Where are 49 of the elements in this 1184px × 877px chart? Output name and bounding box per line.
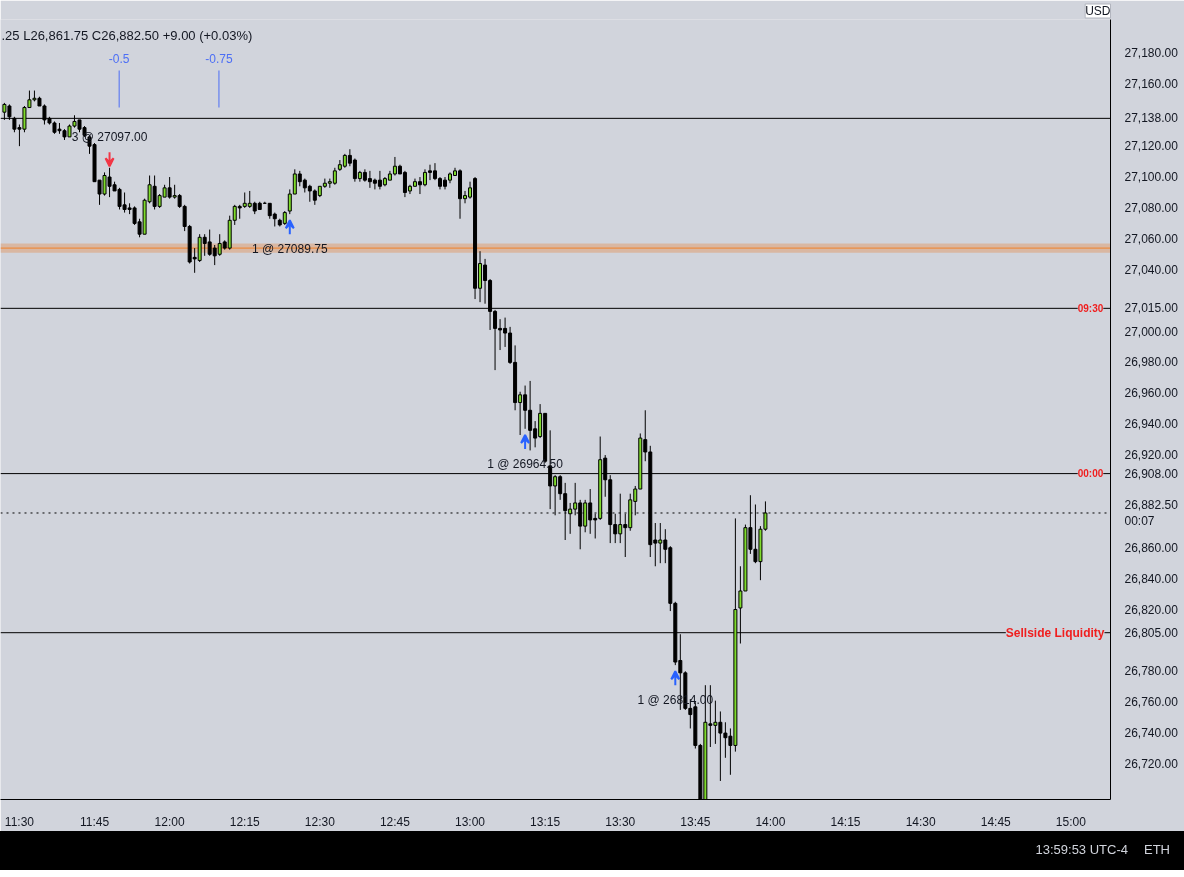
y-tick-label: 26,882.50 00:07 (1124, 497, 1179, 529)
x-tick-label: 12:15 (229, 814, 261, 829)
x-tick-label: 14:30 (905, 814, 936, 829)
ref-line-label: Sellside Liquidity (1005, 625, 1105, 640)
x-tick-label: 12:30 (304, 814, 336, 829)
y-tick-label: 26,805.00 (1124, 625, 1179, 640)
y-tick-label: 26,820.00 (1124, 602, 1179, 617)
x-tick-label: 13:15 (530, 814, 561, 829)
y-tick-label: 27,040.00 (1124, 262, 1179, 277)
x-tick-label: 13:00 (455, 814, 486, 829)
text: ETH (1144, 842, 1170, 858)
x-tick-label: 14:00 (755, 814, 786, 829)
y-tick-label: 26,760.00 (1124, 695, 1179, 710)
annotation: 00:00 (1077, 468, 1104, 480)
annotation: -0.75 (205, 52, 233, 66)
y-axis-title: USD (1085, 4, 1111, 18)
text: .25 L26,861.75 C26,882.50 +9.00 (+0.03%) (1, 27, 253, 43)
x-tick-label: 12:00 (154, 814, 185, 829)
y-tick-label: 26,980.00 (1124, 355, 1179, 370)
annotation: 1 @ 27089.75 (252, 242, 328, 257)
y-tick-label: 27,060.00 (1124, 231, 1179, 246)
y-tick-label: 27,000.00 (1124, 324, 1179, 339)
annotation: -0.5 (108, 52, 130, 66)
y-tick-label: 27,180.00 (1124, 46, 1179, 61)
y-tick-label: 27,120.00 (1124, 139, 1179, 154)
y-tick-label: 26,860.00 (1124, 540, 1179, 555)
x-tick-label: 11:45 (79, 814, 110, 829)
y-tick-label: 26,840.00 (1124, 571, 1179, 586)
x-tick-label: 14:45 (980, 814, 1012, 829)
y-tick-label: 27,160.00 (1124, 77, 1179, 92)
x-tick-label: 15:00 (1055, 814, 1087, 829)
y-tick-label: 26,940.00 (1124, 417, 1179, 432)
y-tick-label: 26,740.00 (1124, 726, 1179, 741)
x-tick-label: 13:30 (605, 814, 636, 829)
y-tick-label: 27,080.00 (1124, 200, 1179, 215)
y-tick-label: 27,138.00 (1124, 111, 1179, 126)
text: 13:59:53 UTC-4 (1035, 842, 1128, 858)
annotation: 09:30 (1077, 302, 1104, 314)
y-tick-label: 26,780.00 (1124, 664, 1179, 679)
y-tick-label: 26,720.00 (1124, 756, 1179, 771)
y-tick-label: 26,908.00 (1124, 466, 1179, 481)
y-tick-label: 27,100.00 (1124, 170, 1179, 185)
x-tick-label: 14:15 (830, 814, 861, 829)
y-tick-label: 26,960.00 (1124, 386, 1179, 401)
x-tick-label: 13:45 (680, 814, 711, 829)
y-tick-label: 26,920.00 (1124, 448, 1179, 463)
x-tick-label: 11:30 (4, 814, 35, 829)
y-tick-label: 27,015.00 (1124, 301, 1179, 316)
x-tick-label: 12:45 (379, 814, 411, 829)
